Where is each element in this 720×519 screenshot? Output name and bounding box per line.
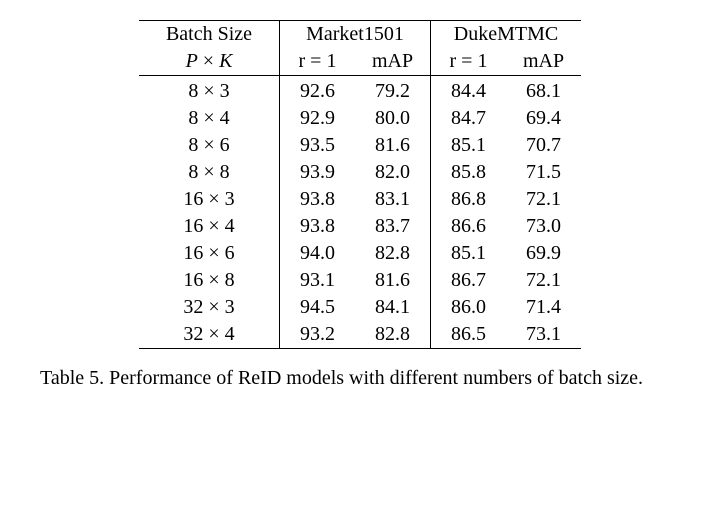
duke-map-cell: 73.1	[506, 321, 581, 349]
table-row: 8 × 492.980.084.769.4	[139, 105, 581, 132]
duke-r1-cell: 85.8	[431, 159, 507, 186]
market-map-header: mAP	[355, 48, 431, 76]
batch-size-cell: 32 × 3	[139, 294, 280, 321]
market-r1-cell: 93.2	[280, 321, 356, 349]
pk-times: ×	[198, 50, 219, 72]
table-header-row-1: Batch Size Market1501 DukeMTMC	[139, 21, 581, 49]
batch-size-cell: 16 × 6	[139, 240, 280, 267]
market-map-cell: 81.6	[355, 267, 431, 294]
market-map-cell: 82.8	[355, 240, 431, 267]
market-map-cell: 81.6	[355, 132, 431, 159]
batch-size-cell: 16 × 4	[139, 213, 280, 240]
table-row: 16 × 893.181.686.772.1	[139, 267, 581, 294]
market-map-cell: 84.1	[355, 294, 431, 321]
table-row: 8 × 693.581.685.170.7	[139, 132, 581, 159]
duke-map-cell: 73.0	[506, 213, 581, 240]
duke-map-cell: 69.4	[506, 105, 581, 132]
duke-map-cell: 69.9	[506, 240, 581, 267]
duke-map-header: mAP	[506, 48, 581, 76]
duke-r1-cell: 86.6	[431, 213, 507, 240]
table-header-row-2: P × K r = 1 mAP r = 1 mAP	[139, 48, 581, 76]
market-map-cell: 83.7	[355, 213, 431, 240]
pk-p: P	[186, 50, 198, 72]
duke-r1-header: r = 1	[431, 48, 507, 76]
market-r1-cell: 92.9	[280, 105, 356, 132]
pk-k: K	[219, 50, 232, 72]
market-r1-cell: 94.5	[280, 294, 356, 321]
market1501-header: Market1501	[280, 21, 431, 49]
duke-map-cell: 71.4	[506, 294, 581, 321]
table-container: Batch Size Market1501 DukeMTMC P × K r =…	[40, 20, 680, 392]
duke-map-cell: 70.7	[506, 132, 581, 159]
market-r1-cell: 93.9	[280, 159, 356, 186]
duke-map-cell: 72.1	[506, 186, 581, 213]
results-table: Batch Size Market1501 DukeMTMC P × K r =…	[139, 20, 581, 349]
pk-header: P × K	[139, 48, 280, 76]
duke-map-cell: 71.5	[506, 159, 581, 186]
table-row: 32 × 394.584.186.071.4	[139, 294, 581, 321]
market-map-cell: 80.0	[355, 105, 431, 132]
market-map-cell: 79.2	[355, 78, 431, 105]
batch-size-cell: 32 × 4	[139, 321, 280, 349]
batch-size-cell: 8 × 3	[139, 78, 280, 105]
table-row: 16 × 694.082.885.169.9	[139, 240, 581, 267]
duke-r1-cell: 84.7	[431, 105, 507, 132]
market-map-cell: 82.8	[355, 321, 431, 349]
table-row: 16 × 393.883.186.872.1	[139, 186, 581, 213]
batch-size-cell: 8 × 6	[139, 132, 280, 159]
table-row: 8 × 392.679.284.468.1	[139, 78, 581, 105]
duke-r1-cell: 86.5	[431, 321, 507, 349]
table-row: 16 × 493.883.786.673.0	[139, 213, 581, 240]
market-r1-cell: 94.0	[280, 240, 356, 267]
batch-size-cell: 16 × 8	[139, 267, 280, 294]
market-r1-header: r = 1	[280, 48, 356, 76]
market-r1-cell: 93.8	[280, 213, 356, 240]
table-caption: Table 5. Performance of ReID models with…	[40, 365, 680, 392]
duke-map-cell: 72.1	[506, 267, 581, 294]
market-r1-cell: 93.1	[280, 267, 356, 294]
duke-r1-cell: 84.4	[431, 78, 507, 105]
duke-r1-cell: 86.0	[431, 294, 507, 321]
duke-map-cell: 68.1	[506, 78, 581, 105]
batch-size-header: Batch Size	[139, 21, 280, 49]
batch-size-cell: 8 × 4	[139, 105, 280, 132]
duke-r1-cell: 85.1	[431, 132, 507, 159]
market-map-cell: 83.1	[355, 186, 431, 213]
market-r1-cell: 93.5	[280, 132, 356, 159]
batch-size-cell: 16 × 3	[139, 186, 280, 213]
duke-r1-cell: 86.7	[431, 267, 507, 294]
duke-r1-cell: 85.1	[431, 240, 507, 267]
market-r1-cell: 93.8	[280, 186, 356, 213]
market-r1-cell: 92.6	[280, 78, 356, 105]
duke-r1-cell: 86.8	[431, 186, 507, 213]
batch-size-cell: 8 × 8	[139, 159, 280, 186]
table-row: 32 × 493.282.886.573.1	[139, 321, 581, 349]
table-row: 8 × 893.982.085.871.5	[139, 159, 581, 186]
market-map-cell: 82.0	[355, 159, 431, 186]
dukemtmc-header: DukeMTMC	[431, 21, 582, 49]
